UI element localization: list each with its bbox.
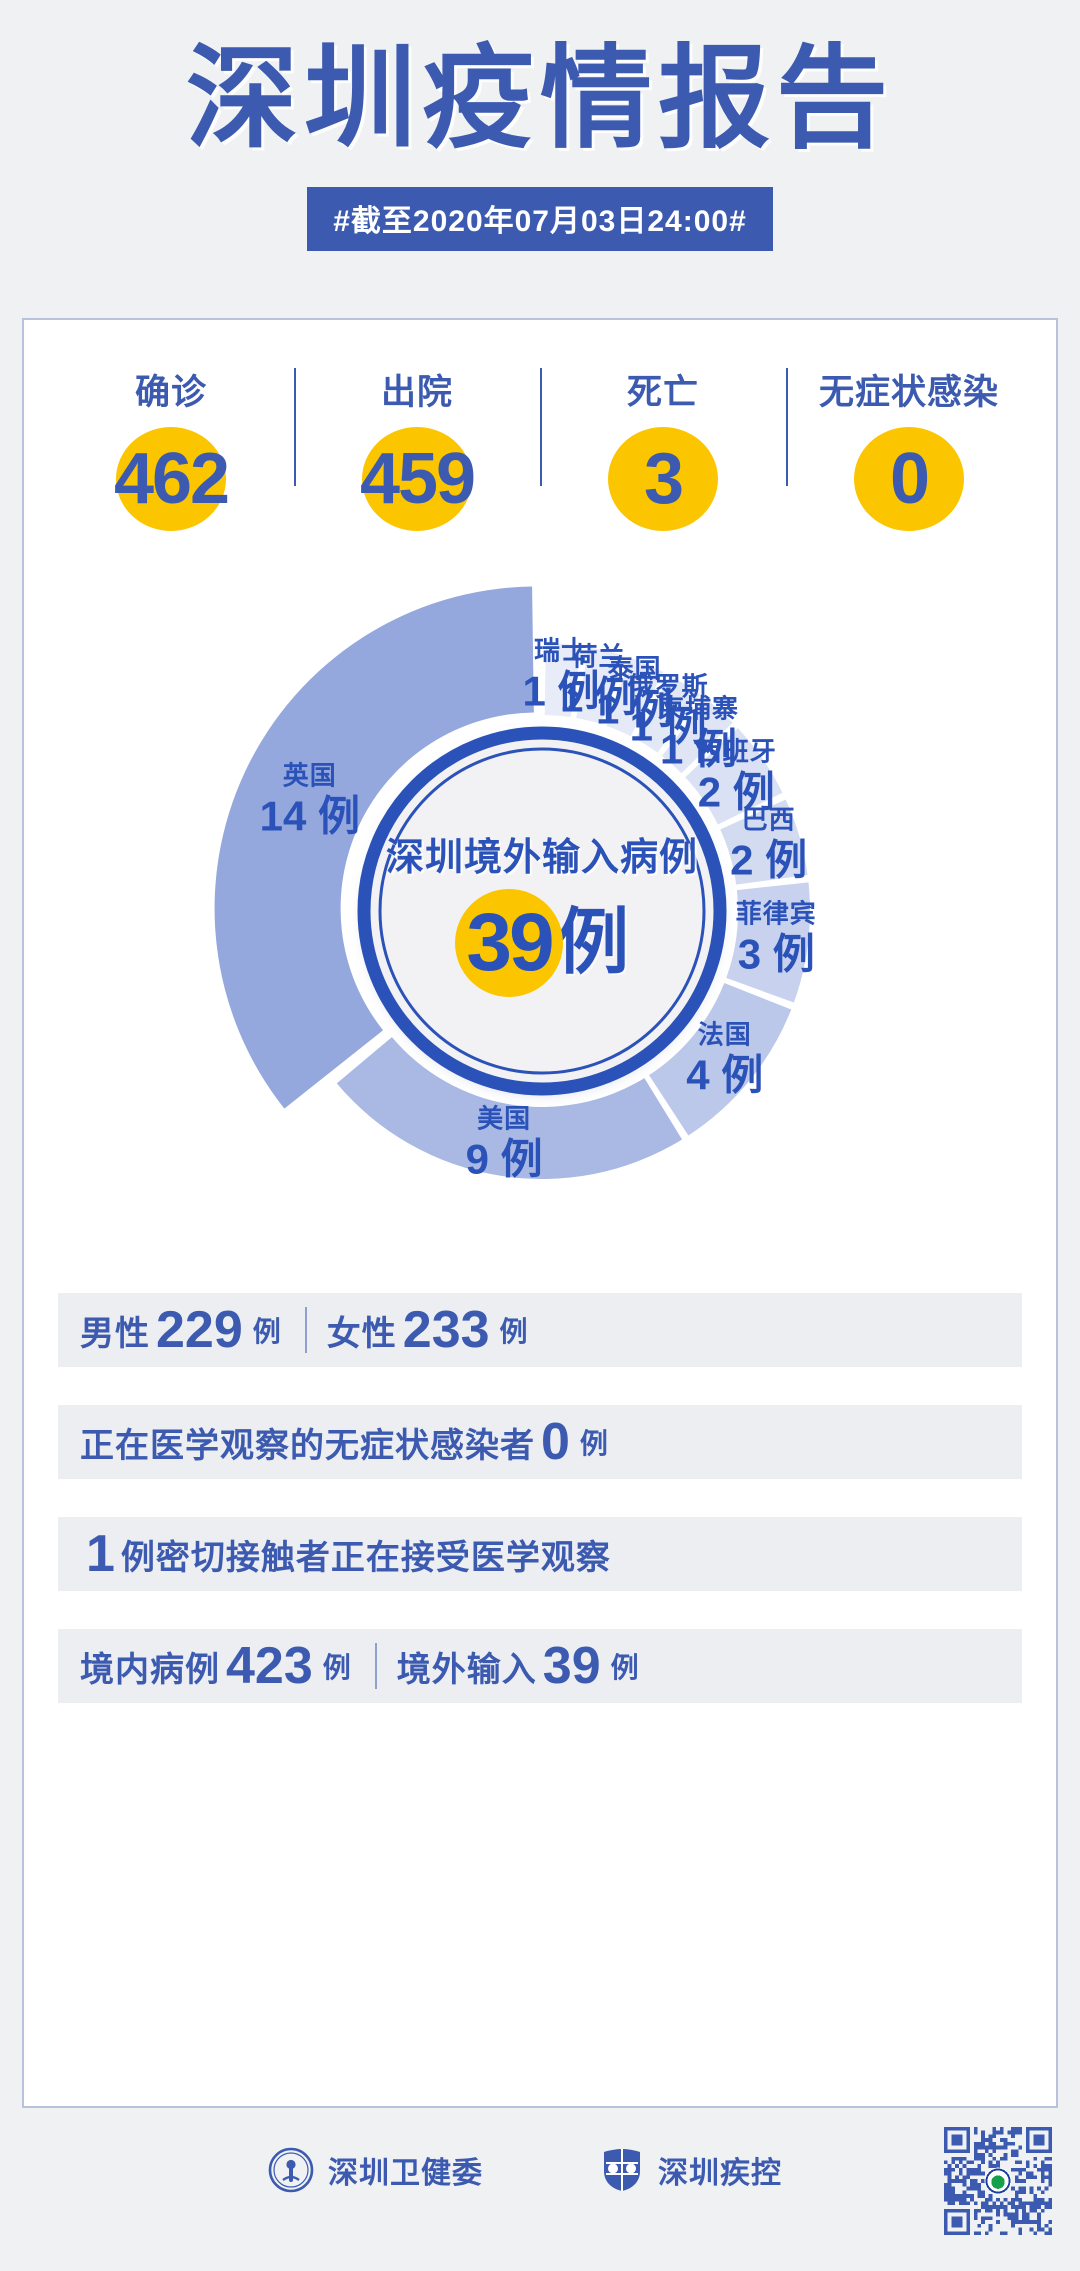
bar-separator <box>374 1643 377 1689</box>
bar-text: 女性 <box>326 1314 397 1353</box>
donut-slice[interactable] <box>336 1037 683 1179</box>
detail-bars: 男性 229 例女性 233 例正在医学观察的无症状感染者 0 例 1 例密切接触者正在接受医学… <box>24 1289 1056 1703</box>
bar-value: 423 <box>226 1637 313 1695</box>
bar-text: 男性 <box>80 1314 150 1353</box>
bar-unit: 例 <box>579 1428 608 1459</box>
donut-center-title: 深圳境外输入病例 <box>385 836 698 879</box>
stat-bubble: 459 <box>359 427 476 531</box>
donut-slice[interactable] <box>685 728 783 825</box>
donut-center-unit: 例 <box>556 902 629 983</box>
donut-slice[interactable] <box>606 658 664 737</box>
detail-bar: 男性 229 例 女性 233 例 <box>58 1293 1022 1367</box>
page-title: 深圳疫情报告 <box>186 36 894 161</box>
bar-separator <box>304 1307 307 1353</box>
donut-slice[interactable] <box>635 675 700 753</box>
report-timestamp: #截至2020年07月03日24:00# <box>307 187 773 252</box>
bar-unit: 例 <box>499 1316 528 1347</box>
bar-unit: 例 <box>610 1652 639 1683</box>
stat-deaths: 死亡 3 <box>540 364 786 531</box>
bar-value: 0 <box>541 1413 570 1471</box>
stat-bubble: 0 <box>854 427 964 531</box>
donut-slice[interactable] <box>544 643 582 718</box>
stat-bubble: 3 <box>608 427 718 531</box>
donut-slice[interactable] <box>214 586 534 1109</box>
donut-slice[interactable] <box>576 647 624 725</box>
summary-stats: 确诊 462 出院 459 死亡 3 无症状感染 0 <box>24 320 1056 531</box>
stat-label: 确诊 <box>134 373 207 412</box>
subtitle-wrap: #截至2020年07月03日24:00# <box>0 187 1080 252</box>
bar-value: 233 <box>402 1301 490 1359</box>
detail-bar: 1 例密切接触者正在接受医学观察 <box>58 1517 1022 1591</box>
bar-unit: 例 <box>252 1316 281 1347</box>
bar-value: 39 <box>542 1637 601 1695</box>
donut-slice[interactable] <box>649 983 792 1136</box>
donut-slice[interactable] <box>661 699 733 774</box>
donut-center-content: 深圳境外输入病例 39 例 <box>377 746 707 1076</box>
header: 深圳疫情报告 #截至2020年07月03日24:00# <box>0 0 1080 252</box>
donut-slice[interactable] <box>726 882 810 1003</box>
donut-center-value: 39 <box>466 896 554 988</box>
stat-value: 3 <box>643 439 684 519</box>
report-card: 确诊 462 出院 459 死亡 3 无症状感染 0 <box>22 318 1058 2108</box>
bar-text: 正在医学观察的无症状感染者 <box>80 1426 535 1465</box>
footer: 深圳卫健委 深圳疾控 <box>0 2125 1080 2245</box>
detail-bar: 境内病例 423 例 境外输入 39 例 <box>58 1629 1022 1703</box>
donut-center-value-bubble: 39 <box>454 888 563 997</box>
donut-center-total: 39 例 <box>454 888 629 997</box>
stat-value: 462 <box>113 439 230 519</box>
bar-text: 境内病例 <box>80 1650 220 1689</box>
stat-asymptomatic: 无症状感染 0 <box>786 364 1032 531</box>
donut-slice[interactable] <box>720 799 808 885</box>
brand-name: 深圳卫健委 <box>328 2157 483 2190</box>
health-commission-seal-icon <box>268 2147 314 2193</box>
detail-bar: 正在医学观察的无症状感染者 0 例 <box>58 1405 1022 1479</box>
brand-shenzhen-health-commission[interactable]: 深圳卫健委 <box>268 2147 483 2193</box>
bar-value: 229 <box>156 1301 243 1359</box>
stat-label: 无症状感染 <box>818 373 999 412</box>
bar-unit: 例 <box>322 1652 351 1683</box>
stat-label: 出院 <box>380 373 453 412</box>
bar-text: 例密切接触者正在接受医学观察 <box>120 1538 611 1577</box>
stat-value: 0 <box>889 439 930 519</box>
brand-name: 深圳疾控 <box>658 2157 782 2190</box>
stat-label: 死亡 <box>626 373 699 412</box>
imported-cases-donut-chart: 英国 14 例美国 9 例法国 4 例菲律宾 3 例巴西 2 例西班牙 2 例柬埔寨 1 例俄… <box>24 549 1060 1289</box>
donut-segments <box>214 586 810 1179</box>
bar-text: 境外输入 <box>396 1650 537 1689</box>
stat-confirmed: 确诊 462 <box>48 364 294 531</box>
stat-value: 459 <box>359 439 476 519</box>
qr-code-icon[interactable] <box>944 2127 1052 2235</box>
brand-shenzhen-cdc[interactable]: 深圳疾控 <box>600 2147 782 2193</box>
stat-discharged: 出院 459 <box>294 364 540 531</box>
donut-center-ring-outer <box>357 726 727 1096</box>
bar-value: 1 <box>86 1525 115 1583</box>
donut-center-ring-inner <box>378 747 706 1075</box>
cdc-shield-icon <box>604 2149 640 2191</box>
stat-bubble: 462 <box>113 427 230 531</box>
